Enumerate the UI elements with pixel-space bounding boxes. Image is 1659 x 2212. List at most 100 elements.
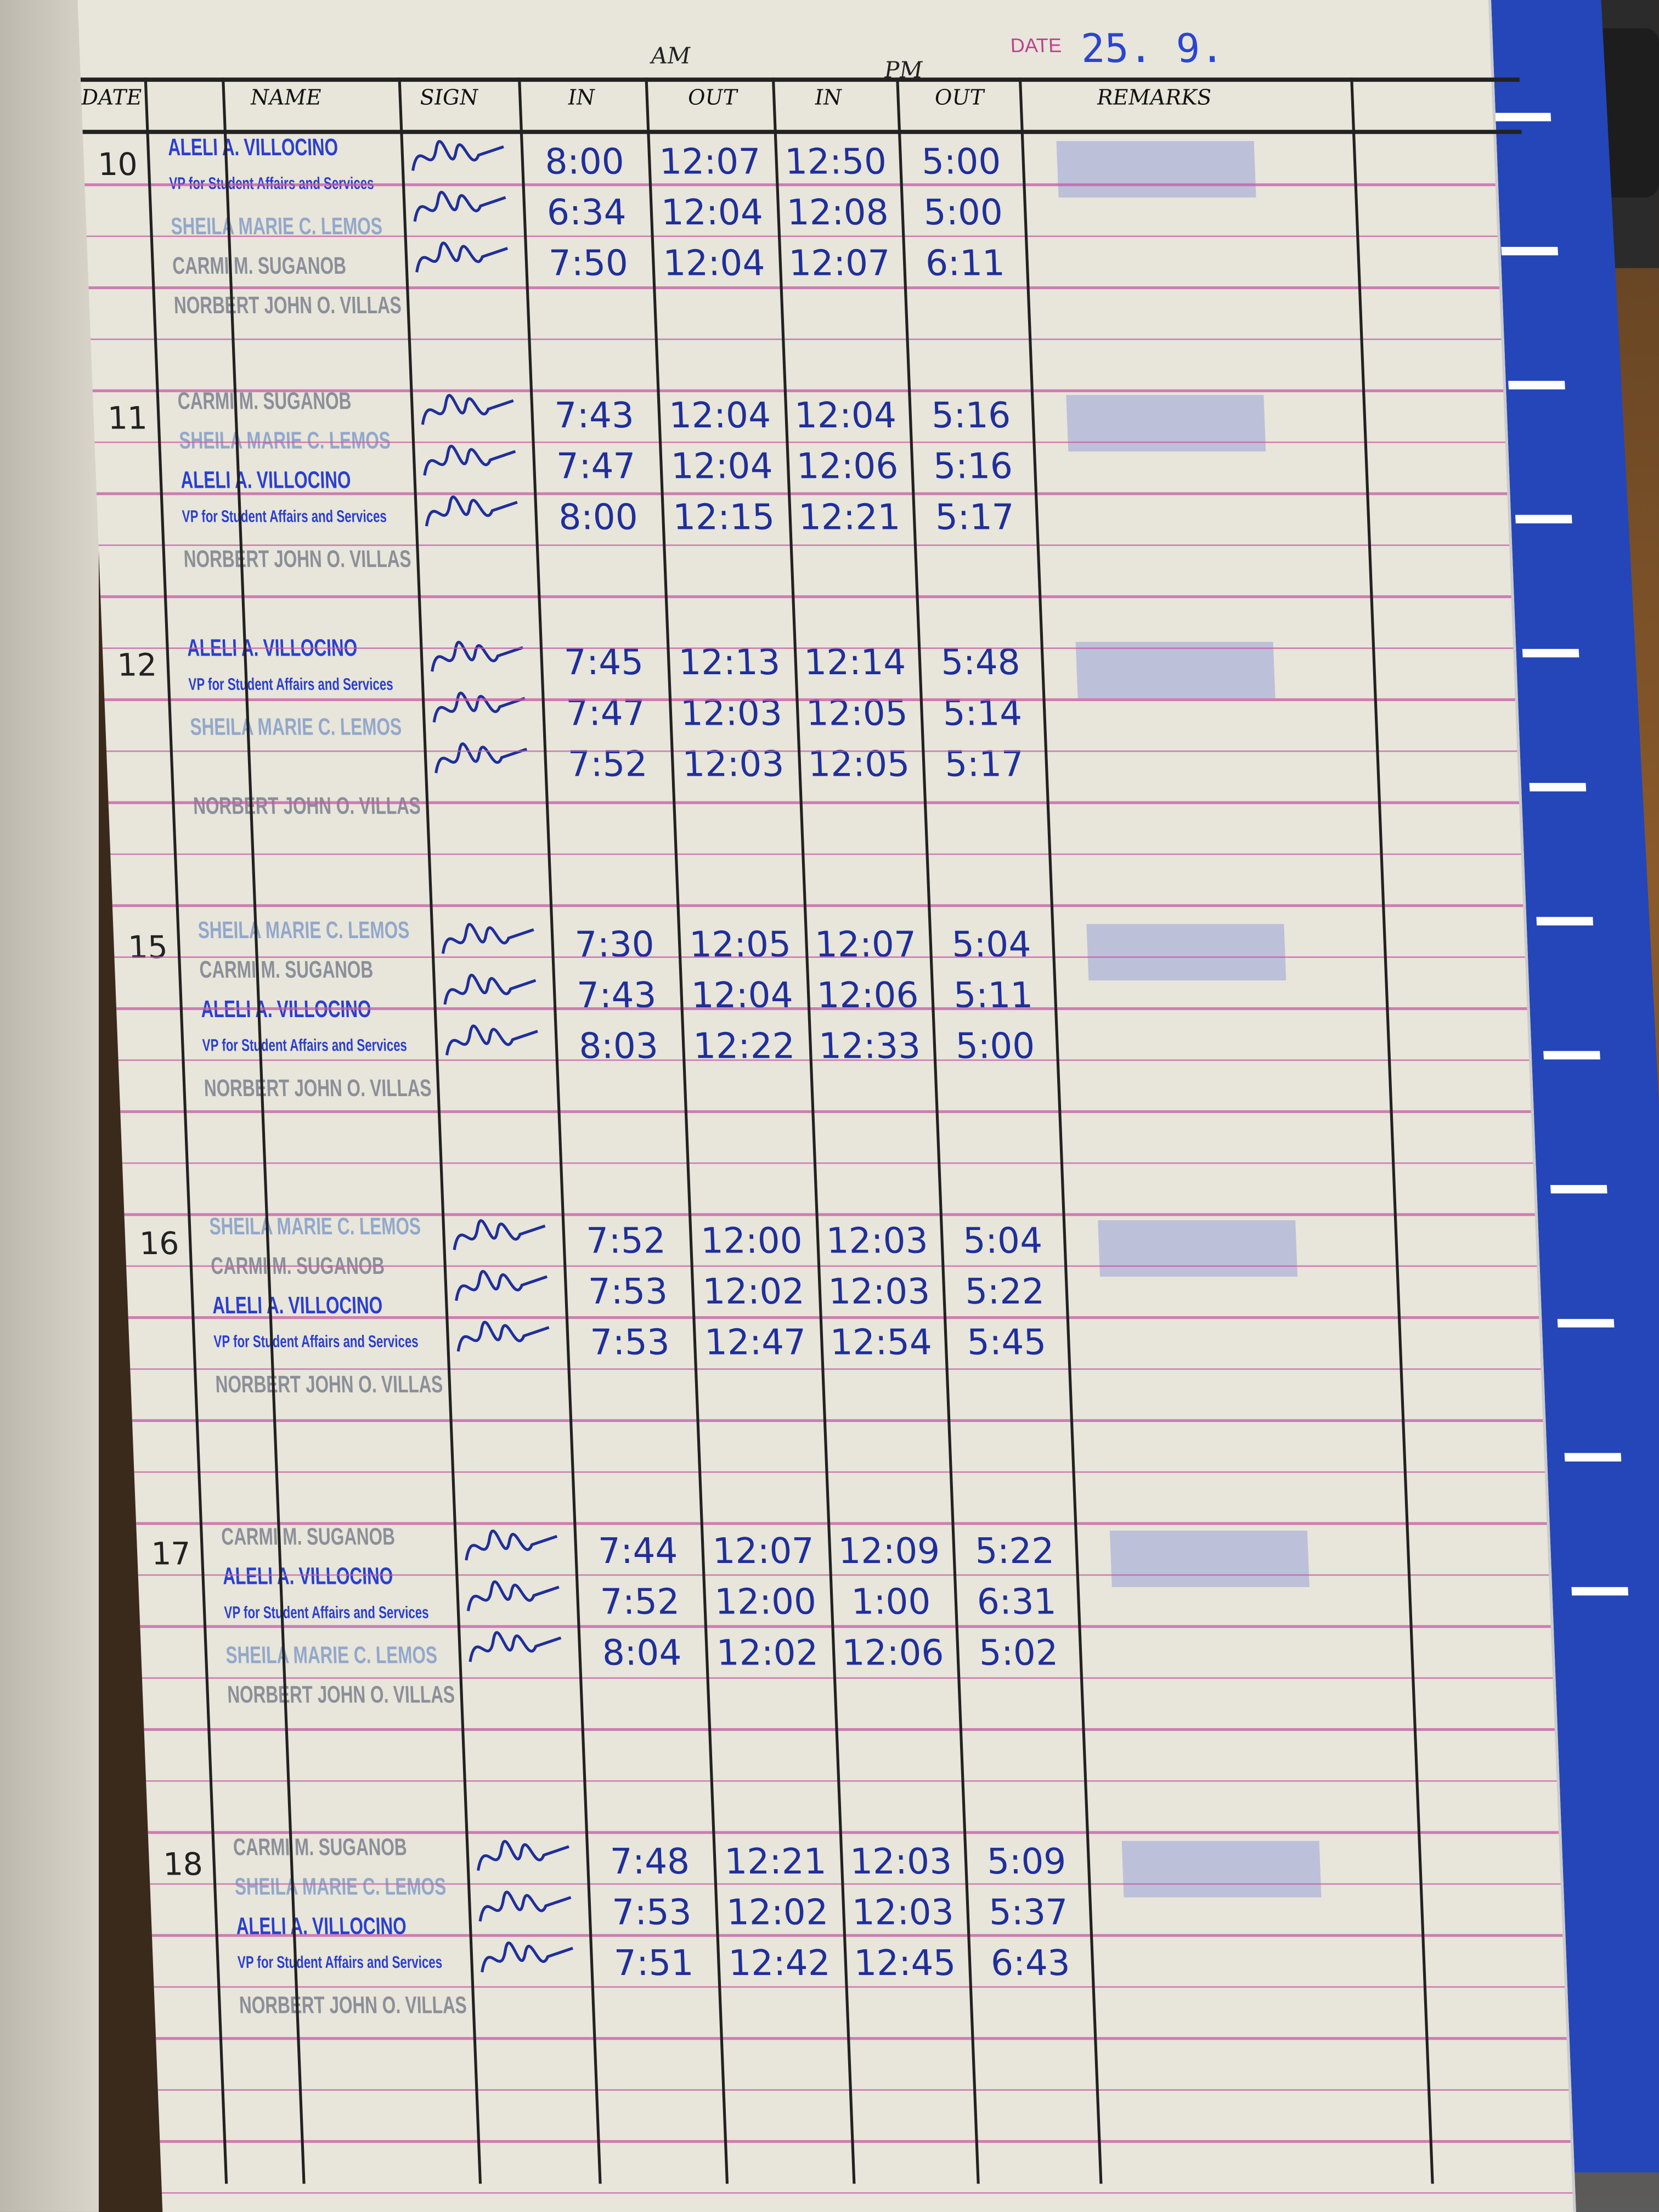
header-bottom-line [82, 129, 1522, 134]
column-header-sign: SIGN [419, 84, 479, 110]
time-in-pm: 12:03 [851, 1892, 955, 1933]
time-out-pm: 5:22 [964, 1271, 1045, 1312]
cover-stripe [1571, 1587, 1629, 1596]
time-out-pm: 6:43 [990, 1942, 1071, 1984]
time-in-am: 7:43 [554, 394, 635, 436]
signature [469, 1631, 562, 1662]
time-in-am: 7:44 [597, 1530, 679, 1572]
name-stamp: SHEILA MARIE C. LEMOS [208, 1213, 421, 1240]
time-out-pm: 5:16 [932, 445, 1014, 487]
signature [432, 691, 526, 723]
time-out-am: 12:07 [712, 1530, 815, 1572]
cover-stripe [1508, 381, 1565, 390]
cover-stripe [1515, 515, 1572, 523]
time-out-pm: 5:00 [923, 191, 1004, 233]
signature [466, 1580, 560, 1612]
name-stamp: VP for Student Affairs and Services [202, 1035, 408, 1056]
day-date: 16 [139, 1227, 180, 1263]
ruled-line [136, 1522, 1547, 1525]
time-out-am: 12:02 [725, 1892, 830, 1933]
time-out-am: 12:07 [658, 141, 762, 182]
signature [453, 1219, 546, 1250]
time-out-am: 12:21 [724, 1841, 827, 1882]
name-stamp: NORBERT JOHN O. VILLAS [227, 1681, 455, 1708]
time-in-am: 7:53 [588, 1271, 669, 1312]
ruled-line [100, 595, 1511, 597]
cover-stripe [1501, 246, 1559, 256]
signature [435, 742, 528, 774]
time-in-am: 7:53 [611, 1892, 692, 1933]
ruled-line [154, 1985, 1565, 1988]
remarks-stamp-bleed [1086, 924, 1286, 981]
ruled-line [144, 1728, 1555, 1730]
name-stamp: CARMI M. SUGANOB [172, 252, 347, 280]
date-stamp-value: 25. 9. [1080, 25, 1225, 72]
time-out-am: 12:04 [690, 974, 794, 1016]
signature [456, 1321, 550, 1352]
ruled-line [151, 1934, 1563, 1937]
signature [415, 241, 508, 273]
time-out-am: 12:00 [714, 1581, 817, 1623]
signature [431, 641, 523, 672]
name-stamp: SHEILA MARIE C. LEMOS [197, 917, 410, 944]
cover-stripe [1522, 648, 1579, 658]
day-date: 17 [150, 1537, 192, 1573]
ruled-line [86, 235, 1498, 237]
time-in-am: 8:00 [557, 496, 639, 538]
name-stamp: NORBERT JOHN O. VILLAS [173, 292, 402, 319]
time-in-am: 7:47 [556, 445, 637, 487]
time-out-am: 12:02 [715, 1632, 819, 1673]
ruled-line [104, 698, 1515, 701]
time-in-am: 7:50 [548, 242, 629, 284]
name-stamp: NORBERT JOHN O. VILLAS [203, 1075, 432, 1102]
time-in-pm: 12:08 [786, 191, 889, 233]
time-out-pm: 5:17 [934, 496, 1015, 538]
time-in-pm: 12:07 [814, 924, 918, 965]
time-out-am: 12:15 [672, 496, 776, 538]
cover-stripe [1557, 1319, 1615, 1328]
ruled-line [98, 544, 1510, 546]
name-stamp: ALELI A. VILLOCINO [235, 1912, 407, 1940]
remarks-stamp-bleed [1056, 141, 1256, 198]
ruled-line [120, 1110, 1531, 1113]
name-stamp: ALELI A. VILLOCINO [200, 996, 372, 1023]
time-in-am: 7:51 [613, 1942, 695, 1984]
time-in-pm: 1:00 [850, 1581, 932, 1623]
name-stamp: CARMI M. SUGANOB [233, 1833, 408, 1861]
ruled-line [156, 2037, 1567, 2039]
time-in-am: 6:34 [546, 191, 627, 233]
ruled-line [124, 1213, 1535, 1216]
column-header-date: DATE [81, 84, 143, 110]
ruled-line [88, 286, 1500, 289]
ruled-line [102, 646, 1514, 649]
day-date: 15 [127, 931, 168, 967]
time-out-pm: 5:09 [986, 1841, 1067, 1882]
time-in-pm: 12:04 [793, 394, 898, 436]
cover-stripe [1564, 1453, 1622, 1462]
ruled-line [122, 1161, 1533, 1164]
day-date: 18 [162, 1848, 204, 1883]
time-in-pm: 12:03 [849, 1841, 953, 1882]
time-out-pm: 6:11 [924, 242, 1006, 284]
column-line [1350, 77, 1434, 2184]
column-header-in: IN [567, 84, 596, 110]
time-in-pm: 12:21 [798, 496, 901, 538]
ruled-line [134, 1470, 1545, 1473]
ruled-line [108, 801, 1520, 804]
time-in-pm: 12:03 [825, 1220, 929, 1261]
remarks-stamp-bleed [1121, 1841, 1322, 1898]
name-stamp: CARMI M. SUGANOB [177, 388, 352, 415]
time-out-pm: 5:00 [921, 141, 1002, 182]
date-stamp-label: DATE [1009, 33, 1062, 57]
day-date: 10 [97, 148, 138, 184]
remarks-stamp-bleed [1109, 1530, 1310, 1587]
name-stamp: ALELI A. VILLOCINO [222, 1563, 394, 1590]
time-out-am: 12:00 [699, 1220, 804, 1261]
time-out-am: 12:04 [670, 445, 774, 487]
time-in-am: 7:53 [589, 1322, 670, 1363]
time-out-pm: 5:37 [988, 1892, 1069, 1933]
ruled-line [142, 1677, 1553, 1679]
time-out-am: 12:04 [668, 394, 772, 436]
column-header-name: NAME [250, 84, 322, 110]
